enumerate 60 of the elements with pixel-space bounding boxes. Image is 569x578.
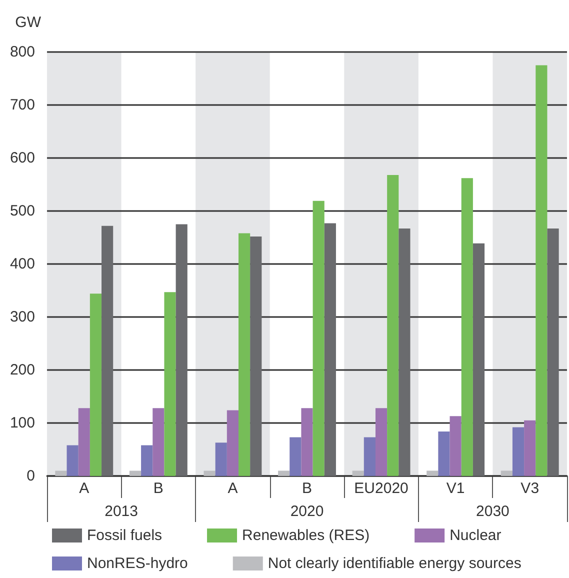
text: 2013 [104,503,138,520]
x-tick-label: V3 [520,480,540,497]
bar [426,470,438,476]
bar [215,442,227,476]
y-tick-label: 100 [10,414,35,432]
bar [90,294,102,476]
y-tick-label: 300 [10,308,35,326]
bar [238,233,250,476]
x-tick-label: B [302,480,312,497]
bar [547,228,559,476]
y-tick-label: 700 [10,96,35,114]
y-axis-title: GW [15,14,42,31]
bar [364,437,376,476]
bar [301,408,313,476]
x-tick-label: B [153,480,164,497]
bar [536,65,548,476]
y-tick-label: 400 [10,256,35,272]
x-tick-label: A [228,480,238,497]
bar [387,174,399,476]
bar [450,416,462,476]
legend-label: NonRES-hydro [87,555,188,572]
bar [375,408,388,476]
bar [472,243,485,476]
legend-label: Fossil fuels [87,527,162,544]
bar [164,292,176,476]
text: 2030 [476,503,510,520]
legend-label: Nuclear [450,527,502,544]
bar [398,228,410,476]
y-tick-label: 600 [10,150,35,166]
bar [324,223,336,476]
bar [55,470,67,476]
bar [204,470,216,476]
bar [250,236,262,476]
x-tick-label: A [79,480,90,497]
bar [524,420,536,476]
bar [129,470,142,476]
y-tick-label: 200 [10,362,35,378]
bar [312,200,324,476]
bar [352,470,364,476]
bar [78,408,90,476]
bar [102,226,114,476]
y-tick-label: 800 [10,44,35,60]
bar [512,427,524,476]
bar [226,410,239,476]
bar [500,470,512,476]
bar [152,408,164,476]
bar [176,224,188,476]
text: 2020 [290,503,324,520]
legend-label: Renewables (RES) [242,527,370,544]
bar [290,437,302,476]
x-tick-label: EU2020 [354,480,408,497]
x-tick-label: V1 [446,480,465,497]
bar [438,431,450,476]
bar [278,470,290,476]
legend-label: Not clearly identifiable energy sources [268,555,522,572]
bar [141,445,153,476]
y-tick-label: 0 [26,468,35,484]
y-tick-label: 500 [10,202,35,220]
bar [461,178,473,476]
bar [66,445,78,476]
